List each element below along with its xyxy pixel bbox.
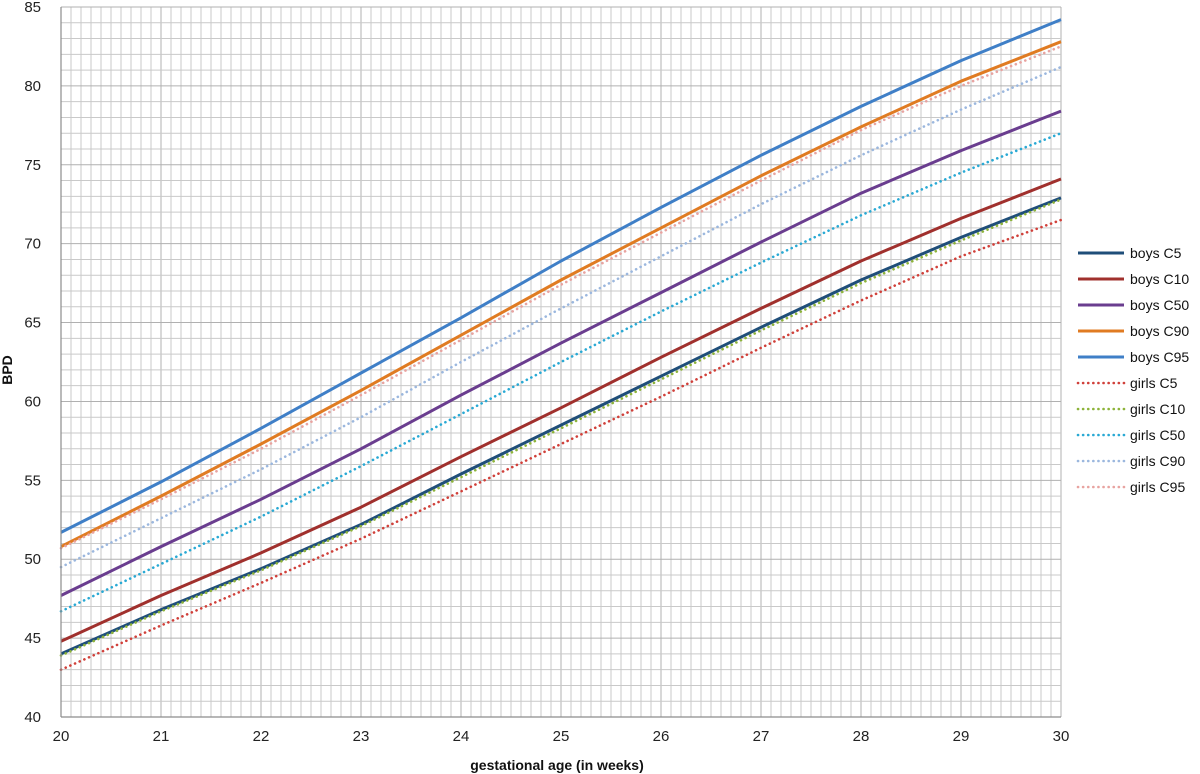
series-line-girls-c5 <box>59 218 1063 672</box>
y-tick-label: 40 <box>24 709 41 726</box>
legend-item: boys C95 <box>1078 349 1189 365</box>
y-tick-label: 45 <box>24 630 41 647</box>
series-line-boys-c5 <box>60 196 1062 656</box>
y-tick-label: 70 <box>24 236 41 253</box>
y-tick-label: 60 <box>24 393 41 410</box>
x-tick-label: 29 <box>953 728 970 745</box>
x-tick-label: 24 <box>453 728 470 745</box>
series-layer <box>59 18 1063 672</box>
legend-item: girls C50 <box>1076 427 1185 443</box>
legend-label: girls C95 <box>1130 479 1185 495</box>
legend: boys C5 boys C10 boys C50 boys C90 boys C95 g… <box>1076 245 1189 495</box>
x-tick-label: 20 <box>53 728 70 745</box>
legend-item: girls C95 <box>1076 479 1185 495</box>
x-tick-label: 30 <box>1053 728 1070 745</box>
legend-item: boys C10 <box>1078 271 1189 287</box>
series-line-boys-c90 <box>60 40 1062 548</box>
legend-item: boys C90 <box>1078 323 1189 339</box>
y-tick-label: 75 <box>24 157 41 174</box>
legend-label: boys C90 <box>1130 323 1189 339</box>
x-tick-label: 21 <box>153 728 170 745</box>
legend-label: boys C95 <box>1130 349 1189 365</box>
series-line-boys-c95 <box>60 18 1062 534</box>
y-axis-title: BPD <box>0 355 15 385</box>
x-tick-label: 28 <box>853 728 870 745</box>
y-tick-label: 80 <box>24 78 41 95</box>
legend-label: girls C5 <box>1130 375 1178 391</box>
legend-label: girls C90 <box>1130 453 1185 469</box>
axis-layer: 20 21 22 23 24 25 26 27 28 29 30 40 45 50 55 60 65 70 75 80… <box>24 0 1069 745</box>
y-tick-label: 65 <box>24 315 41 332</box>
x-tick-label: 26 <box>653 728 670 745</box>
legend-label: girls C10 <box>1130 401 1185 417</box>
x-tick-label: 27 <box>753 728 770 745</box>
legend-item: girls C90 <box>1076 453 1185 469</box>
series-line-boys-c10 <box>60 177 1062 643</box>
grid-layer <box>60 6 1062 718</box>
y-tick-label: 85 <box>24 0 41 16</box>
series-line-girls-c95 <box>59 45 1063 550</box>
legend-item: boys C5 <box>1078 245 1182 261</box>
series-line-boys-c50 <box>60 109 1062 597</box>
legend-label: boys C10 <box>1130 271 1189 287</box>
legend-label: boys C50 <box>1130 297 1189 313</box>
x-tick-label: 25 <box>553 728 570 745</box>
series-line-girls-c50 <box>59 131 1063 613</box>
series-line-girls-c10 <box>59 198 1063 657</box>
legend-item: girls C5 <box>1076 375 1178 391</box>
x-axis-title: gestational age (in weeks) <box>470 757 644 773</box>
y-tick-label: 55 <box>24 472 41 489</box>
y-tick-label: 50 <box>24 551 41 568</box>
x-tick-label: 22 <box>253 728 270 745</box>
legend-label: girls C50 <box>1130 427 1185 443</box>
legend-item: boys C50 <box>1078 297 1189 313</box>
legend-item: girls C10 <box>1076 401 1185 417</box>
x-tick-label: 23 <box>353 728 370 745</box>
legend-label: boys C5 <box>1130 245 1182 261</box>
